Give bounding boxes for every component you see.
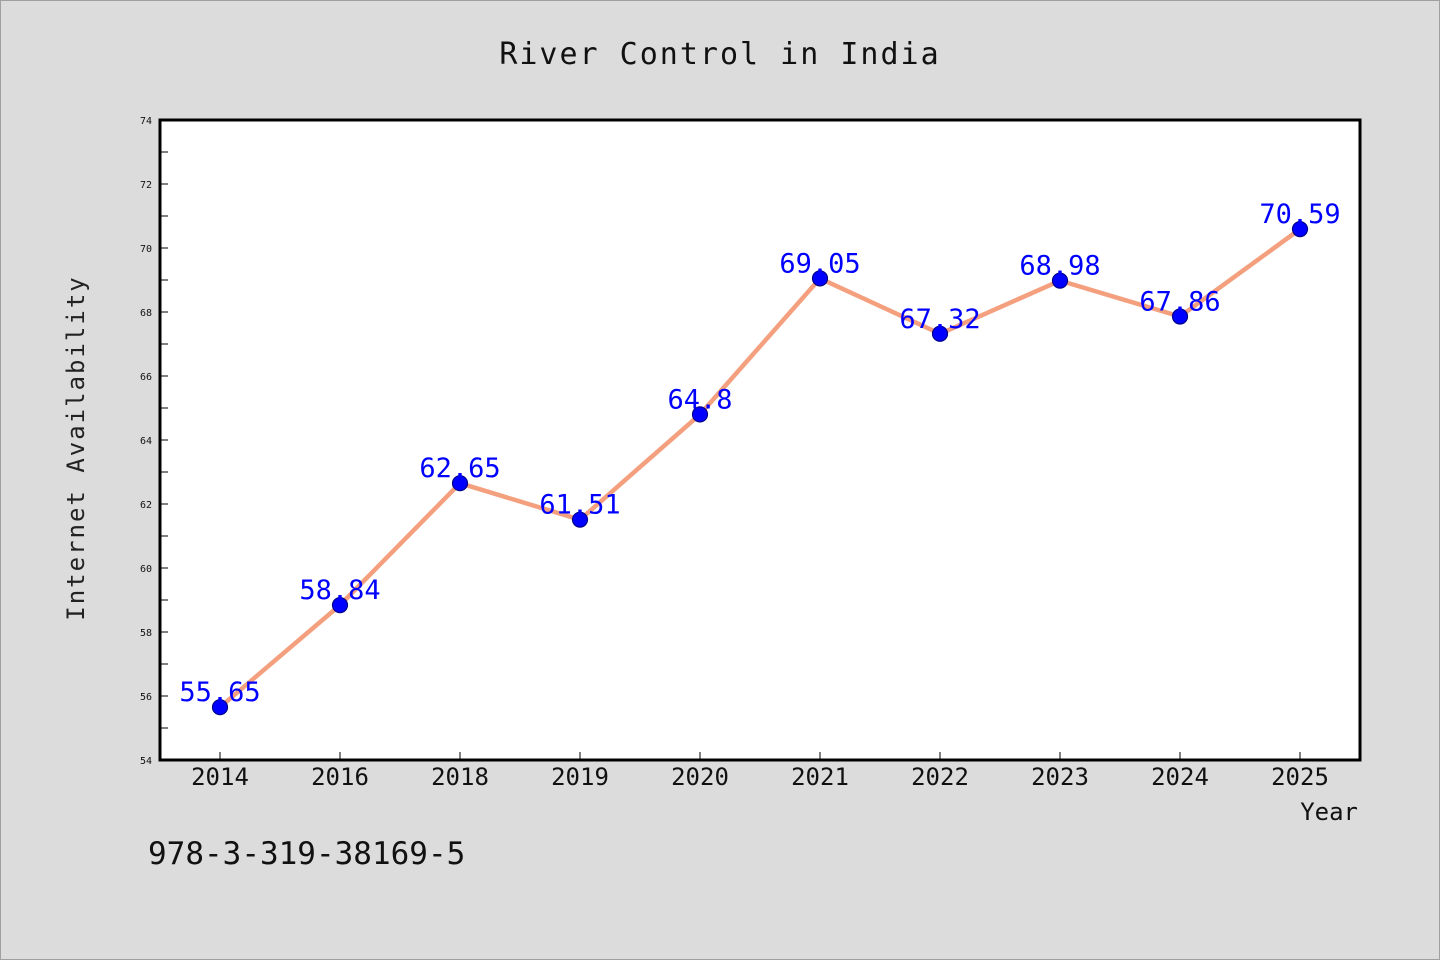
y-tick-label: 58: [140, 628, 152, 639]
x-tick-label: 2022: [911, 763, 969, 791]
plot-frame: [158, 118, 1362, 762]
series-line-group: 55.65 58.84 62.65 61.51 64.8 69.05 67.32 68.98 6…: [179, 199, 1341, 716]
x-axis: 2014 2016 2018 2019 2020 2021 2022 2023 2024 2025: [191, 752, 1329, 791]
x-tick-label: 2019: [551, 763, 609, 791]
y-tick-label: 56: [140, 692, 152, 703]
x-tick-label: 2023: [1031, 763, 1089, 791]
x-axis-label: Year: [1300, 798, 1358, 826]
y-tick-label: 62: [140, 500, 152, 511]
y-tick-label: 74: [140, 116, 152, 127]
data-label: 62.65: [419, 453, 500, 484]
x-tick-label: 2024: [1151, 763, 1209, 791]
x-tick-label: 2021: [791, 763, 849, 791]
data-label: 69.05: [779, 248, 860, 279]
y-axis-label: Internet Availability: [62, 275, 90, 620]
data-point: [811, 270, 829, 287]
y-tick-label: 60: [140, 564, 152, 575]
data-label: 70.59: [1259, 199, 1340, 230]
data-label: 55.65: [179, 677, 260, 708]
y-tick-label: 66: [140, 372, 152, 383]
y-tick-label: 72: [140, 180, 152, 191]
data-point: [331, 597, 349, 614]
y-tick-label: 68: [140, 308, 152, 319]
data-label: 67.32: [899, 304, 980, 335]
x-tick-label: 2016: [311, 763, 369, 791]
data-point: [211, 699, 229, 716]
x-tick-label: 2014: [191, 763, 249, 791]
plot-area: [160, 120, 1360, 760]
data-point: [691, 406, 709, 423]
data-label: 68.98: [1019, 251, 1100, 282]
x-tick-label: 2020: [671, 763, 729, 791]
data-label: 58.84: [299, 575, 380, 606]
data-point: [1291, 221, 1309, 238]
x-tick-label: 2018: [431, 763, 489, 791]
data-point: [571, 511, 589, 528]
data-label: 64.8: [667, 384, 732, 415]
data-point: [931, 325, 949, 342]
series-line: [217, 226, 1303, 710]
footer-code: 978-3-319-38169-5: [148, 836, 465, 872]
data-point: [1051, 272, 1069, 289]
y-tick-label: 70: [140, 244, 152, 255]
y-tick-label: 54: [140, 756, 152, 767]
x-tick-label: 2025: [1271, 763, 1329, 791]
data-label: 67.86: [1139, 286, 1220, 317]
chart-title: River Control in India: [499, 37, 940, 72]
data-point: [451, 475, 469, 492]
y-tick-label: 64: [140, 436, 152, 447]
data-point: [1171, 308, 1189, 325]
data-label: 61.51: [539, 490, 620, 521]
